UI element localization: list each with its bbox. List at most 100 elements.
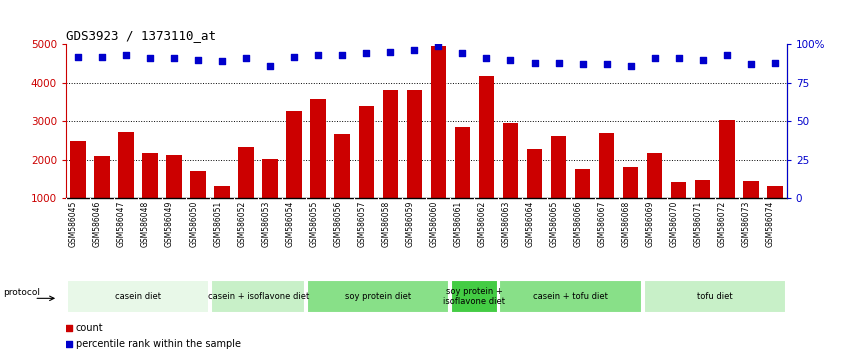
Point — [63, 342, 76, 347]
Text: soy protein diet: soy protein diet — [345, 292, 411, 301]
Text: casein + tofu diet: casein + tofu diet — [533, 292, 608, 301]
Point — [383, 49, 397, 55]
Bar — [431, 46, 446, 237]
Text: tofu diet: tofu diet — [697, 292, 733, 301]
Bar — [70, 141, 85, 237]
Text: GSM586068: GSM586068 — [622, 201, 630, 247]
Text: soy protein +
isoflavone diet: soy protein + isoflavone diet — [443, 287, 505, 306]
Point — [768, 60, 782, 65]
Text: GSM586049: GSM586049 — [165, 201, 174, 247]
Text: GSM586073: GSM586073 — [742, 201, 750, 247]
Point — [96, 54, 109, 59]
Bar — [382, 91, 398, 237]
Bar — [671, 182, 686, 237]
Point — [408, 47, 421, 53]
Point — [216, 58, 229, 64]
FancyBboxPatch shape — [644, 280, 786, 313]
Point — [624, 63, 637, 69]
Point — [552, 60, 565, 65]
Text: GSM586058: GSM586058 — [382, 201, 390, 247]
Text: GSM586059: GSM586059 — [405, 201, 415, 247]
FancyBboxPatch shape — [212, 280, 305, 313]
Text: casein diet: casein diet — [115, 292, 161, 301]
Bar — [262, 159, 278, 237]
Bar — [527, 149, 542, 237]
Bar — [239, 147, 254, 237]
Text: GSM586055: GSM586055 — [310, 201, 318, 247]
Text: GSM586066: GSM586066 — [574, 201, 583, 247]
Point — [63, 325, 76, 331]
Text: GSM586048: GSM586048 — [141, 201, 150, 247]
Bar — [599, 133, 614, 237]
Bar — [190, 171, 206, 237]
Point — [576, 62, 590, 67]
Bar — [454, 127, 470, 237]
Text: GSM586064: GSM586064 — [525, 201, 535, 247]
Text: GSM586045: GSM586045 — [69, 201, 78, 247]
Point — [600, 62, 613, 67]
Point — [191, 57, 205, 62]
Point — [263, 63, 277, 69]
Bar — [647, 153, 662, 237]
Bar — [118, 132, 134, 237]
Text: GSM586065: GSM586065 — [550, 201, 558, 247]
Text: percentile rank within the sample: percentile rank within the sample — [75, 339, 240, 349]
Point — [168, 55, 181, 61]
Point — [119, 52, 133, 58]
Text: GSM586056: GSM586056 — [333, 201, 343, 247]
Point — [336, 52, 349, 58]
Point — [480, 55, 493, 61]
Bar — [623, 167, 639, 237]
Text: GSM586074: GSM586074 — [766, 201, 775, 247]
Bar — [214, 185, 230, 237]
Text: GSM586051: GSM586051 — [213, 201, 222, 247]
Text: GDS3923 / 1373110_at: GDS3923 / 1373110_at — [66, 29, 216, 42]
Text: GSM586052: GSM586052 — [237, 201, 246, 247]
Point — [360, 51, 373, 56]
Bar — [574, 169, 591, 237]
Text: GSM586046: GSM586046 — [93, 201, 102, 247]
Point — [672, 55, 685, 61]
Text: GSM586070: GSM586070 — [670, 201, 678, 247]
Bar — [359, 106, 374, 237]
Text: GSM586050: GSM586050 — [190, 201, 198, 247]
Point — [528, 60, 541, 65]
Bar — [551, 136, 566, 237]
FancyBboxPatch shape — [67, 280, 209, 313]
Text: GSM586063: GSM586063 — [502, 201, 510, 247]
Text: GSM586057: GSM586057 — [357, 201, 366, 247]
FancyBboxPatch shape — [452, 280, 497, 313]
Bar — [479, 76, 494, 237]
Bar — [94, 156, 110, 237]
Text: GSM586060: GSM586060 — [430, 201, 438, 247]
Point — [503, 57, 517, 62]
Bar — [695, 180, 711, 237]
Bar — [407, 90, 422, 237]
Text: GSM586061: GSM586061 — [453, 201, 463, 247]
Text: GSM586054: GSM586054 — [285, 201, 294, 247]
Text: GSM586053: GSM586053 — [261, 201, 270, 247]
Text: GSM586071: GSM586071 — [694, 201, 703, 247]
Bar — [142, 153, 158, 237]
Point — [431, 43, 445, 48]
Text: GSM586067: GSM586067 — [597, 201, 607, 247]
Bar — [287, 111, 302, 237]
Text: GSM586072: GSM586072 — [717, 201, 727, 247]
Point — [143, 55, 157, 61]
Point — [71, 54, 85, 59]
Point — [288, 54, 301, 59]
Bar — [503, 123, 519, 237]
Bar — [719, 120, 734, 237]
Bar — [743, 181, 759, 237]
Text: count: count — [75, 323, 103, 333]
Point — [744, 62, 757, 67]
Text: casein + isoflavone diet: casein + isoflavone diet — [207, 292, 309, 301]
Bar — [767, 186, 783, 237]
Text: GSM586069: GSM586069 — [645, 201, 655, 247]
Bar — [167, 155, 182, 237]
FancyBboxPatch shape — [499, 280, 641, 313]
Text: GSM586047: GSM586047 — [117, 201, 126, 247]
Text: GSM586062: GSM586062 — [477, 201, 486, 247]
Point — [720, 52, 733, 58]
Text: protocol: protocol — [3, 287, 41, 297]
